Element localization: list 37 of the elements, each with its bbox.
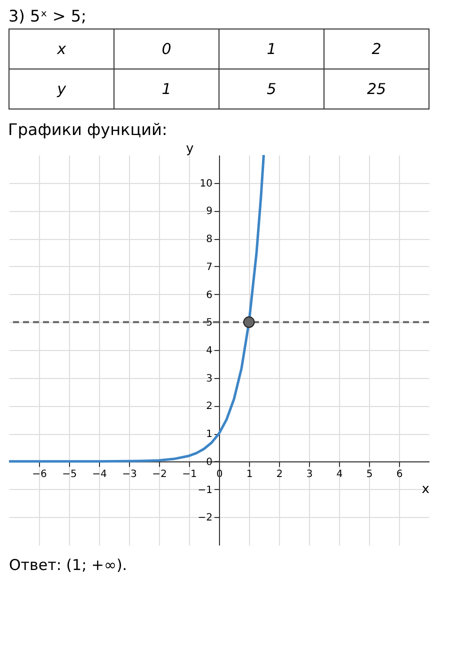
y-tick-label: 8 (206, 234, 212, 246)
y-tick-label: −1 (198, 484, 212, 496)
y-tick-label: 6 (206, 290, 212, 301)
y-tick-label: 7 (206, 262, 212, 273)
x-tick-label: −3 (122, 468, 137, 480)
x-tick-label: −5 (62, 468, 77, 480)
x-tick-label: −1 (182, 468, 197, 480)
x-tick-label: −2 (152, 468, 167, 480)
y-tick-label: 4 (206, 346, 212, 356)
text: 1 (266, 40, 276, 58)
y-tick-label: 1 (206, 429, 212, 440)
x-tick-label: 2 (276, 468, 283, 480)
y-tick-label: 10 (200, 178, 212, 190)
x-tick-label: 5 (366, 468, 373, 480)
text: Ответ: (1; +∞). (9, 556, 128, 574)
x-tick-label: 6 (396, 468, 403, 480)
y-tick-label: 9 (206, 206, 212, 218)
x-tick-label: −6 (32, 468, 47, 480)
text: y (56, 80, 68, 98)
y-tick-label: 3 (206, 373, 212, 384)
x-tick-label: 3 (306, 468, 313, 480)
y-tick-label: 2 (206, 401, 212, 412)
y-tick-label: −2 (198, 512, 212, 524)
x-tick-label: −4 (92, 468, 107, 480)
text: 1 (162, 80, 172, 98)
text: x (56, 40, 66, 58)
text: 0 (162, 40, 172, 58)
text: 3) 5ˣ > 5; (8, 6, 86, 26)
x-axis-title: x (422, 482, 430, 497)
y-tick-label: 5 (206, 318, 212, 329)
x-tick-label: 1 (246, 468, 253, 480)
text: 5 (266, 80, 276, 98)
chart-title: Графики функций: (8, 120, 168, 139)
text: 25 (366, 80, 386, 98)
text: 2 (372, 40, 382, 58)
y-axis-title: y (186, 142, 194, 156)
x-tick-label: 4 (336, 468, 343, 480)
